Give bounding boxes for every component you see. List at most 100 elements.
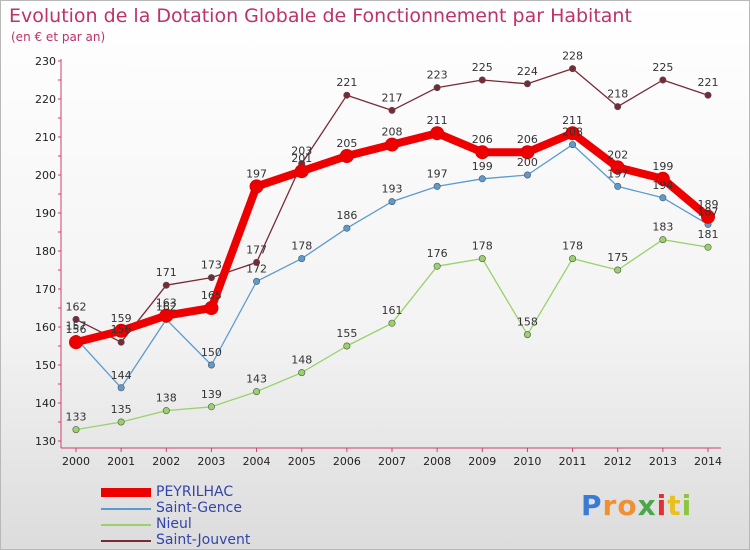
- data-label: 148: [291, 354, 312, 367]
- data-point: [385, 137, 399, 152]
- legend-swatch: [101, 540, 151, 542]
- logo-letter: x: [637, 489, 657, 522]
- data-label: 138: [156, 392, 177, 405]
- y-tick-label: 130: [35, 435, 56, 448]
- data-label: 135: [111, 403, 132, 416]
- data-point: [430, 126, 445, 141]
- data-point: [433, 182, 441, 190]
- data-label: 158: [517, 316, 538, 329]
- data-label: 225: [472, 61, 493, 74]
- data-point: [117, 338, 125, 346]
- y-tick-label: 220: [35, 93, 56, 106]
- y-tick-label: 180: [35, 245, 56, 258]
- data-point: [569, 141, 577, 149]
- data-label: 224: [517, 65, 538, 78]
- data-label: 225: [652, 61, 673, 74]
- data-label: 150: [201, 346, 222, 359]
- legend-label: Nieul: [156, 516, 192, 532]
- data-label: 217: [382, 91, 403, 104]
- x-tick-label: 2013: [649, 455, 677, 468]
- data-point: [701, 209, 715, 224]
- data-label: 193: [382, 183, 403, 196]
- data-label: 181: [698, 228, 719, 241]
- data-point: [339, 149, 354, 163]
- data-label: 176: [427, 247, 448, 260]
- legend: PEYRILHAC Saint-Gence Nieul Saint-Jouven…: [101, 484, 341, 549]
- y-tick-label: 210: [35, 131, 56, 144]
- data-point: [294, 164, 309, 179]
- data-label: 178: [472, 240, 493, 253]
- data-point: [388, 198, 396, 206]
- data-label: 223: [427, 69, 448, 82]
- data-point: [433, 84, 441, 92]
- data-label: 163: [156, 297, 177, 310]
- data-point: [298, 255, 306, 263]
- data-point: [117, 384, 125, 392]
- data-label: 221: [698, 76, 719, 89]
- data-label: 156: [66, 323, 87, 336]
- legend-swatch: [101, 508, 151, 510]
- series-nieul: [72, 236, 712, 434]
- x-tick-label: 2006: [333, 455, 361, 468]
- legend-swatch: [101, 488, 151, 497]
- data-label: 187: [698, 205, 719, 218]
- data-point: [610, 160, 625, 175]
- data-label: 175: [607, 251, 628, 264]
- legend-item-saint-gence: Saint-Gence: [101, 500, 341, 517]
- data-point: [614, 182, 622, 190]
- data-label: 197: [427, 167, 448, 180]
- data-label: 162: [66, 300, 87, 313]
- data-point: [614, 266, 622, 274]
- data-point: [569, 255, 577, 263]
- data-point: [655, 171, 670, 186]
- data-label: 205: [336, 137, 357, 150]
- x-tick-label: 2003: [197, 455, 225, 468]
- data-label: 194: [652, 179, 673, 192]
- data-point: [478, 255, 486, 263]
- data-point: [659, 76, 667, 84]
- x-tick-label: 2007: [378, 455, 406, 468]
- y-tick-label: 170: [35, 283, 56, 296]
- data-label: 173: [201, 259, 222, 272]
- data-point: [253, 277, 261, 285]
- data-label: 162: [156, 300, 177, 313]
- logo-letter: i: [656, 489, 668, 522]
- data-label-layer: 162 156 171 173 177 203 221 217 223 225 224 228 218 2…: [66, 50, 719, 424]
- data-point: [704, 91, 712, 99]
- legend-item-nieul: Nieul: [101, 516, 341, 533]
- y-tick-label: 140: [35, 397, 56, 410]
- data-label: 178: [291, 240, 312, 253]
- y-tick-label: 200: [35, 169, 56, 182]
- data-label: 178: [562, 240, 583, 253]
- data-point: [343, 91, 351, 99]
- data-point: [523, 331, 531, 339]
- data-point: [298, 369, 306, 377]
- data-point: [69, 335, 83, 350]
- x-tick-label: 2002: [152, 455, 180, 468]
- data-point: [388, 106, 396, 114]
- axes: 130 140 150 160 170 180 190 200 210 220 230 2000 200…: [35, 55, 722, 468]
- data-point: [159, 308, 174, 323]
- data-label: 206: [517, 133, 538, 146]
- data-point: [343, 342, 351, 350]
- data-label: 155: [336, 327, 357, 340]
- chart-subtitle: (en € et par an): [11, 30, 106, 44]
- data-label: 211: [427, 114, 448, 127]
- x-tick-label: 2014: [694, 455, 722, 468]
- data-point: [659, 194, 667, 202]
- data-point: [253, 388, 261, 396]
- data-label: 143: [246, 373, 267, 386]
- x-tick-label: 2004: [243, 455, 271, 468]
- data-point: [204, 301, 219, 315]
- x-tick-label: 2000: [62, 455, 90, 468]
- data-point: [478, 76, 486, 84]
- logo-letter: P: [581, 489, 603, 522]
- data-label: 206: [472, 133, 493, 146]
- data-label: 203: [291, 145, 312, 158]
- x-tick-label: 2012: [604, 455, 632, 468]
- legend-label: PEYRILHAC: [156, 484, 234, 500]
- x-tick-label: 2009: [468, 455, 496, 468]
- y-tick-label: 160: [35, 321, 56, 334]
- data-label: 144: [111, 369, 132, 382]
